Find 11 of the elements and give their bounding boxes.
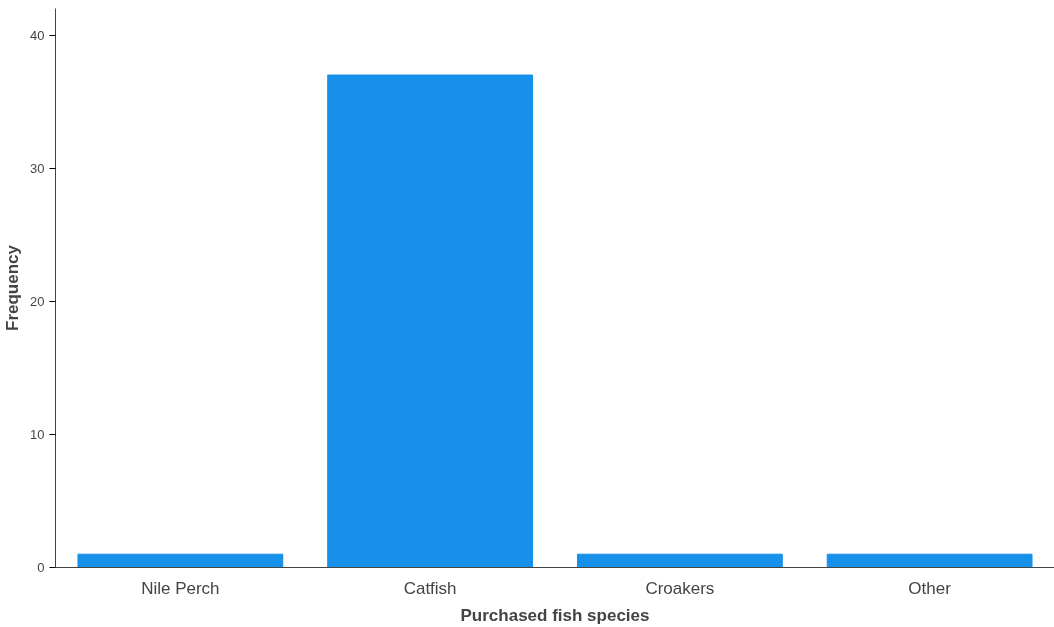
x-axis-title: Purchased fish species bbox=[460, 605, 650, 625]
y-tick-label: 10 bbox=[30, 426, 45, 442]
y-axis-title: Frequency bbox=[3, 244, 23, 331]
x-tick-label: Croakers bbox=[645, 578, 715, 598]
x-tick-label: Catfish bbox=[403, 578, 457, 598]
y-tick-label: 20 bbox=[30, 293, 45, 309]
x-tick-label: Nile Perch bbox=[141, 578, 220, 598]
y-tick-label: 40 bbox=[30, 27, 45, 43]
y-tick-label: 0 bbox=[37, 560, 45, 575]
x-tick-label: Other bbox=[908, 578, 952, 598]
y-tick-label: 30 bbox=[30, 160, 45, 176]
